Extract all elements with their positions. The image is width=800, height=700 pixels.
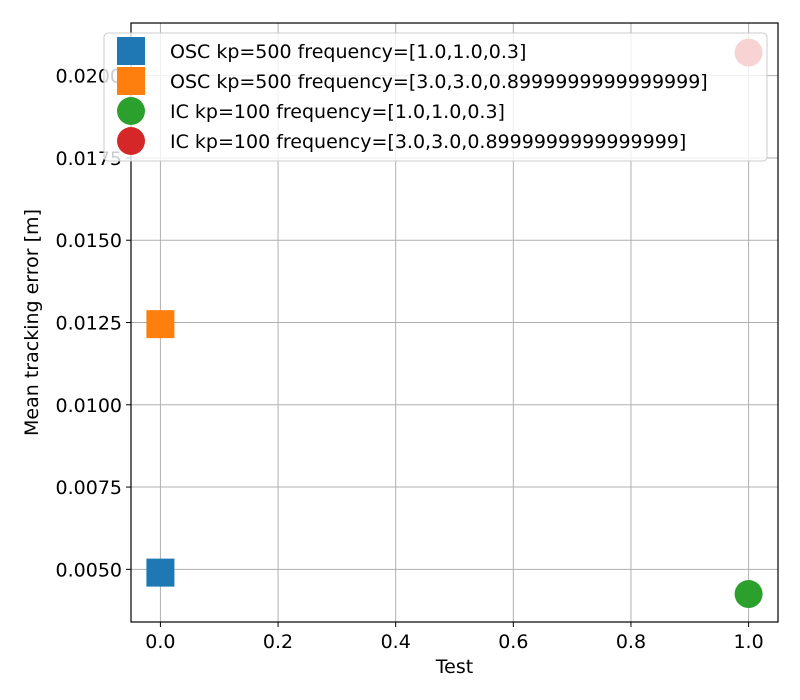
x-tick-label: 0.8 [616, 631, 646, 653]
data-point-series-1 [146, 558, 175, 587]
legend-entry-label: IC kp=100 frequency=[1.0,1.0,0.3] [170, 101, 505, 123]
legend-entry-label: OSC kp=500 frequency=[3.0,3.0,0.89999999… [170, 71, 708, 93]
y-tick-label: 0.0075 [56, 477, 122, 499]
legend-marker [117, 67, 145, 95]
legend-entry-label: OSC kp=500 frequency=[1.0,1.0,0.3] [170, 41, 526, 63]
y-axis-label: Mean tracking error [m] [21, 209, 43, 436]
legend-box [103, 32, 768, 162]
legend: OSC kp=500 frequency=[1.0,1.0,0.3] OSC kp… [103, 32, 768, 162]
x-axis-label: Test [435, 656, 473, 678]
data-point-series-2 [146, 310, 175, 339]
y-tick-label: 0.0100 [56, 395, 122, 417]
x-tick-label: 1.0 [733, 631, 763, 653]
legend-marker [117, 127, 145, 155]
data-point-series-3 [734, 580, 763, 609]
legend-entry-label: IC kp=100 frequency=[3.0,3.0,0.899999999… [170, 131, 686, 153]
x-tick-label: 0.4 [381, 631, 411, 653]
x-tick-label: 0.2 [263, 631, 293, 653]
y-tick-label: 0.0150 [56, 230, 122, 252]
y-tick-label: 0.0050 [56, 559, 122, 581]
legend-marker [117, 97, 145, 125]
y-tick-label: 0.0125 [56, 313, 122, 335]
legend-marker [117, 37, 145, 65]
x-tick-label: 0.0 [145, 631, 175, 653]
axis-ticks: 0.0 0.2 0.4 0.6 0.8 1.0 0.0050 0.0075 0.0100 0.01… [56, 66, 764, 653]
x-tick-label: 0.6 [498, 631, 528, 653]
